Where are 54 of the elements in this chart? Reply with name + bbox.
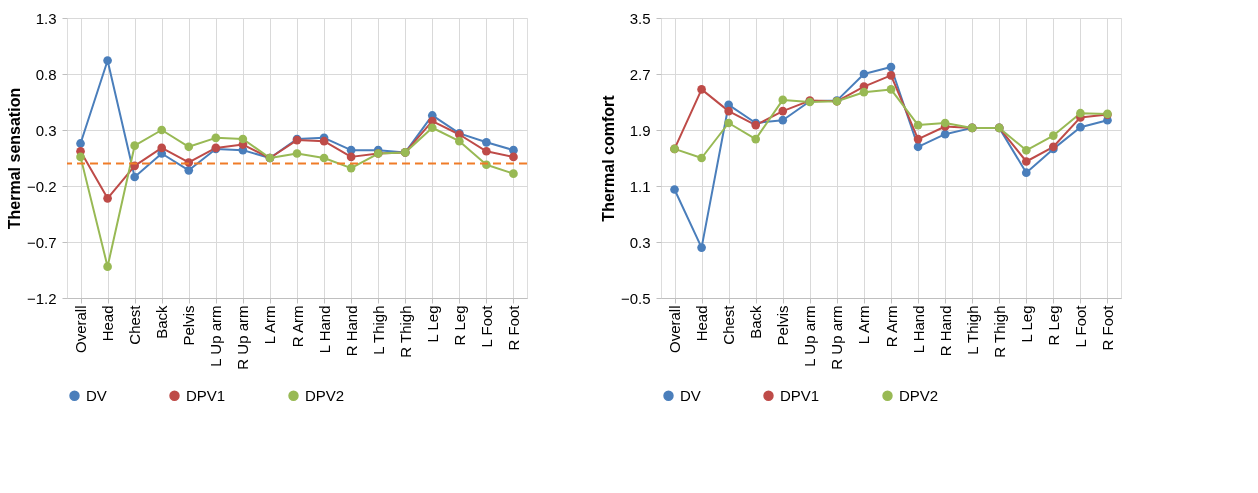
x-tick-label: R Leg bbox=[1044, 305, 1062, 346]
x-tick-label: Head bbox=[99, 305, 117, 342]
legend-label: DPV1 bbox=[186, 386, 226, 404]
x-tick-label: Back bbox=[153, 305, 171, 339]
x-tick-label: R Up arm bbox=[234, 305, 252, 370]
x-tick-label: L Hand bbox=[315, 305, 333, 354]
x-tick-label: R Thigh bbox=[396, 305, 414, 358]
y-tick-label: 0.3 bbox=[35, 121, 57, 139]
y-tick-label: 2.7 bbox=[629, 65, 651, 83]
y-tick-label: −0.2 bbox=[26, 177, 57, 195]
y-tick-label: 1.3 bbox=[35, 9, 57, 27]
x-tick-label: R Arm bbox=[288, 305, 306, 348]
x-tick-label: L Arm bbox=[855, 305, 873, 345]
y-axis-title: Thermal sensation bbox=[5, 87, 23, 230]
y-tick-label: −0.5 bbox=[620, 289, 651, 307]
y-tick-label: −0.7 bbox=[26, 233, 57, 251]
x-tick-label: R Arm bbox=[882, 305, 900, 348]
legend-label: DPV2 bbox=[305, 386, 345, 404]
x-tick-label: L Foot bbox=[477, 304, 495, 348]
y-tick-label: 0.8 bbox=[35, 65, 57, 83]
x-tick-label: L Up arm bbox=[801, 305, 819, 367]
y-tick-label: 0.3 bbox=[629, 233, 651, 251]
y-tick-label: 1.9 bbox=[629, 121, 651, 139]
legend-label: DPV2 bbox=[899, 386, 939, 404]
x-tick-label: Overall bbox=[72, 305, 90, 354]
x-tick-label: Chest bbox=[126, 304, 144, 345]
y-tick-label: 3.5 bbox=[629, 9, 651, 27]
x-tick-label: L Thigh bbox=[369, 305, 387, 355]
x-tick-label: R Foot bbox=[504, 304, 522, 351]
x-tick-label: R Foot bbox=[1098, 304, 1116, 351]
x-tick-label: L Leg bbox=[423, 305, 441, 343]
legend-label: DV bbox=[680, 386, 701, 404]
x-tick-label: Pelvis bbox=[774, 305, 792, 346]
legend-label: DV bbox=[86, 386, 107, 404]
x-tick-label: R Hand bbox=[936, 305, 954, 357]
x-tick-label: Pelvis bbox=[180, 305, 198, 346]
x-tick-label: L Hand bbox=[909, 305, 927, 354]
legend-label: DPV1 bbox=[780, 386, 820, 404]
y-tick-label: 1.1 bbox=[629, 177, 651, 195]
x-tick-label: L Thigh bbox=[963, 305, 981, 355]
x-tick-label: R Up arm bbox=[828, 305, 846, 370]
x-tick-label: L Arm bbox=[261, 305, 279, 345]
x-tick-label: R Thigh bbox=[990, 305, 1008, 358]
x-tick-label: L Up arm bbox=[207, 305, 225, 367]
y-axis-title: Thermal comfort bbox=[599, 94, 617, 222]
x-tick-label: Back bbox=[747, 305, 765, 339]
x-tick-label: Head bbox=[693, 305, 711, 342]
x-tick-label: L Leg bbox=[1017, 305, 1035, 343]
x-tick-label: R Hand bbox=[342, 305, 360, 357]
x-tick-label: R Leg bbox=[450, 305, 468, 346]
x-tick-label: L Foot bbox=[1071, 304, 1089, 348]
x-tick-label: Chest bbox=[720, 304, 738, 345]
y-tick-label: −1.2 bbox=[26, 289, 57, 307]
x-tick-label: Overall bbox=[666, 305, 684, 354]
